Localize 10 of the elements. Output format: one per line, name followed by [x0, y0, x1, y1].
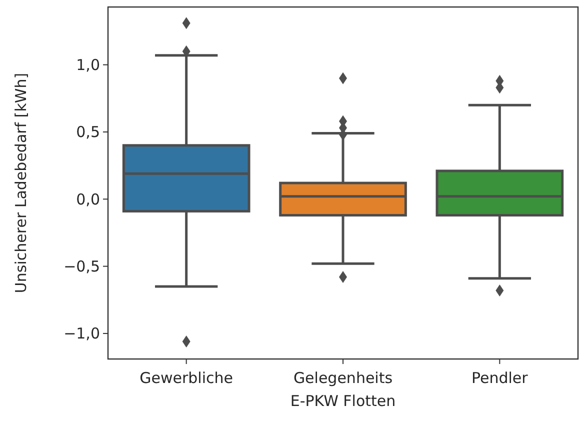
- y-tick-label: −0,5: [64, 258, 100, 276]
- x-tick-label: Gelegenheits: [293, 369, 393, 387]
- x-tick-label: Gewerbliche: [140, 369, 234, 387]
- y-tick-label: −1,0: [64, 324, 100, 343]
- x-axis-title: E-PKW Flotten: [290, 392, 396, 410]
- y-axis-title: Unsicherer Ladebedarf [kWh]: [12, 72, 30, 294]
- y-tick-label: 0,0: [76, 190, 100, 208]
- x-tick-label: Pendler: [471, 369, 529, 387]
- y-tick-label: 1,0: [76, 56, 100, 74]
- y-tick-label: 0,5: [76, 123, 100, 142]
